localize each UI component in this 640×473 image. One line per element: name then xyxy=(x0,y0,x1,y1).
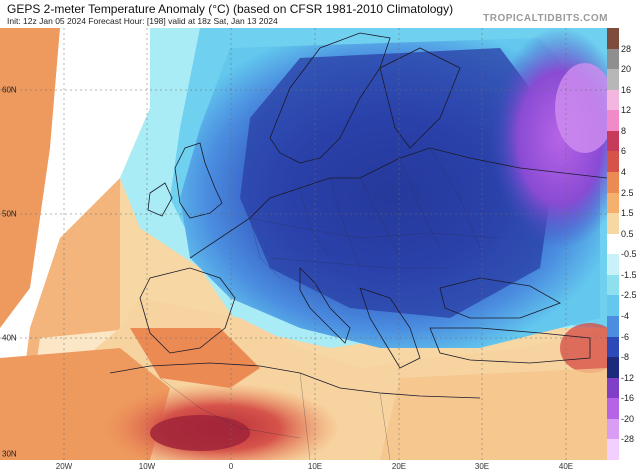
colorbar-label: 4 xyxy=(621,167,627,177)
lon-label-0: 0 xyxy=(228,462,234,471)
neutral-zone-atlantic xyxy=(0,28,180,428)
colorbar-swatch xyxy=(607,336,619,358)
colorbar-label: 0.5 xyxy=(621,228,634,239)
sahara-hottest xyxy=(150,415,250,451)
lat-lon-grid xyxy=(0,28,607,460)
colorbar-swatch xyxy=(607,274,619,296)
temperature-anomaly-map: 60N 50N 40N 30N xyxy=(0,28,607,460)
colorbar-label: 20 xyxy=(621,64,632,75)
colorbar-label: 16 xyxy=(621,84,632,95)
colorbar-label: -28 xyxy=(621,434,635,445)
colorbar-swatch xyxy=(607,172,619,194)
map-canvas xyxy=(0,28,607,460)
colorbar-label: 12 xyxy=(621,105,632,116)
colorbar-swatch xyxy=(607,233,619,255)
colorbar-swatch xyxy=(607,89,619,111)
middle-east-warm xyxy=(560,323,607,373)
lon-label-20w: 20W xyxy=(55,462,73,471)
colorbar-swatch xyxy=(607,377,619,399)
colorbar-label: 8 xyxy=(621,125,627,136)
lon-label-40e: 40E xyxy=(558,462,574,471)
colorbar-label: 2.5 xyxy=(621,187,634,198)
lon-label-10e: 10E xyxy=(307,462,323,471)
colorbar-legend: 28 20 16 12 8 6 4 2.5 1.5 0.5 -0.5 -1.5 -2.5 -4 -6 -8 -1… xyxy=(607,28,640,461)
country-borders xyxy=(159,147,501,460)
lat-label-50n: 50N xyxy=(2,209,17,219)
colorbar-swatch xyxy=(607,192,619,214)
header: GEPS 2-meter Temperature Anomaly (°C) (b… xyxy=(0,0,640,28)
colorbar-swatch xyxy=(607,295,619,317)
lon-label-10w: 10W xyxy=(138,462,156,471)
lat-label-60n: 60N xyxy=(2,85,17,95)
colorbar-label: -4 xyxy=(621,311,630,321)
lat-label-40n: 40N xyxy=(2,333,17,343)
colorbar-swatch xyxy=(607,48,619,70)
colorbar-label: -0.5 xyxy=(621,249,637,260)
colorbar-swatch xyxy=(607,398,619,420)
colorbar-swatch xyxy=(607,69,619,91)
colorbar-label: -8 xyxy=(621,352,630,363)
atlantic-warmer-zone xyxy=(0,28,60,328)
iberia-warm xyxy=(130,328,260,388)
colorbar-label: -2.5 xyxy=(621,290,637,301)
brand-watermark: TROPICALTIDBITS.COM xyxy=(483,13,608,24)
lat-label-30n: 30N xyxy=(2,449,17,459)
lon-label-20e: 20E xyxy=(391,462,407,471)
cold-deep-core xyxy=(240,48,560,318)
colorbar-label: 6 xyxy=(621,146,627,157)
colorbar-swatch xyxy=(607,110,619,132)
forecast-info: Init: 12z Jan 05 2024 Forecast Hour: [19… xyxy=(7,16,278,26)
extreme-cold-center xyxy=(555,63,607,153)
colorbar-label: -16 xyxy=(621,393,635,404)
colorbar-swatch xyxy=(607,130,619,152)
chart-title: GEPS 2-meter Temperature Anomaly (°C) (b… xyxy=(7,2,454,16)
colorbar-swatch xyxy=(607,151,619,173)
lon-label-30e: 30E xyxy=(474,462,490,471)
colorbar-label: -1.5 xyxy=(621,269,637,280)
colorbar-label: -20 xyxy=(621,413,635,424)
colorbar-swatch xyxy=(607,418,619,440)
colorbar-swatch xyxy=(607,357,619,379)
colorbar-label: -6 xyxy=(621,331,630,342)
colorbar-swatch xyxy=(607,28,619,50)
longitude-axis: 20W 10W 0 10E 20E 30E 40E xyxy=(0,460,607,473)
colorbar-swatch xyxy=(607,254,619,276)
colorbar-swatch xyxy=(607,213,619,235)
colorbar-label: -12 xyxy=(621,372,635,383)
colorbar-label: 28 xyxy=(621,43,632,54)
colorbar-label: 1.5 xyxy=(621,208,634,219)
colorbar-swatch xyxy=(607,439,619,461)
egypt-warm xyxy=(380,368,607,460)
colorbar-swatch xyxy=(607,316,619,338)
